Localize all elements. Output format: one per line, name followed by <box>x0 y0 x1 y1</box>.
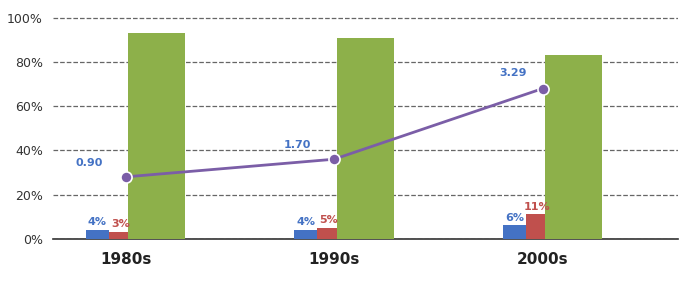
Text: 1.70: 1.70 <box>284 140 311 151</box>
Text: 3.29: 3.29 <box>499 68 527 77</box>
Text: 6%: 6% <box>505 213 524 223</box>
Text: 4%: 4% <box>297 217 315 227</box>
Bar <box>526 215 549 239</box>
Text: 93%: 93% <box>142 119 172 132</box>
Bar <box>109 232 132 239</box>
Bar <box>503 226 526 239</box>
Bar <box>128 33 186 239</box>
Bar <box>545 55 603 239</box>
Text: 5%: 5% <box>319 215 338 225</box>
Bar <box>295 230 317 239</box>
Bar <box>86 230 109 239</box>
Bar <box>317 228 340 239</box>
Text: 0.90: 0.90 <box>75 158 103 168</box>
Text: 83%: 83% <box>559 132 588 144</box>
Text: 4%: 4% <box>88 217 107 227</box>
Text: 91%: 91% <box>350 122 380 135</box>
Text: 3%: 3% <box>111 219 129 230</box>
Text: 11%: 11% <box>524 202 551 212</box>
Bar <box>336 38 394 239</box>
